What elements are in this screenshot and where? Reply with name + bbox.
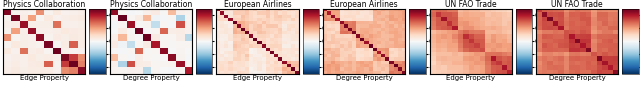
Title: European Airlines: European Airlines xyxy=(223,0,291,9)
Title: UN FAO Trade: UN FAO Trade xyxy=(552,0,603,9)
Title: UN FAO Trade: UN FAO Trade xyxy=(445,0,497,9)
X-axis label: Degree Property: Degree Property xyxy=(335,75,392,81)
Title: Physics Collaboration: Physics Collaboration xyxy=(3,0,86,9)
X-axis label: Edge Property: Edge Property xyxy=(233,75,282,81)
X-axis label: Edge Property: Edge Property xyxy=(446,75,495,81)
X-axis label: Degree Property: Degree Property xyxy=(122,75,179,81)
Title: Physics Collaboration: Physics Collaboration xyxy=(110,0,192,9)
Title: European Airlines: European Airlines xyxy=(330,0,398,9)
X-axis label: Degree Property: Degree Property xyxy=(549,75,605,81)
X-axis label: Edge Property: Edge Property xyxy=(20,75,69,81)
